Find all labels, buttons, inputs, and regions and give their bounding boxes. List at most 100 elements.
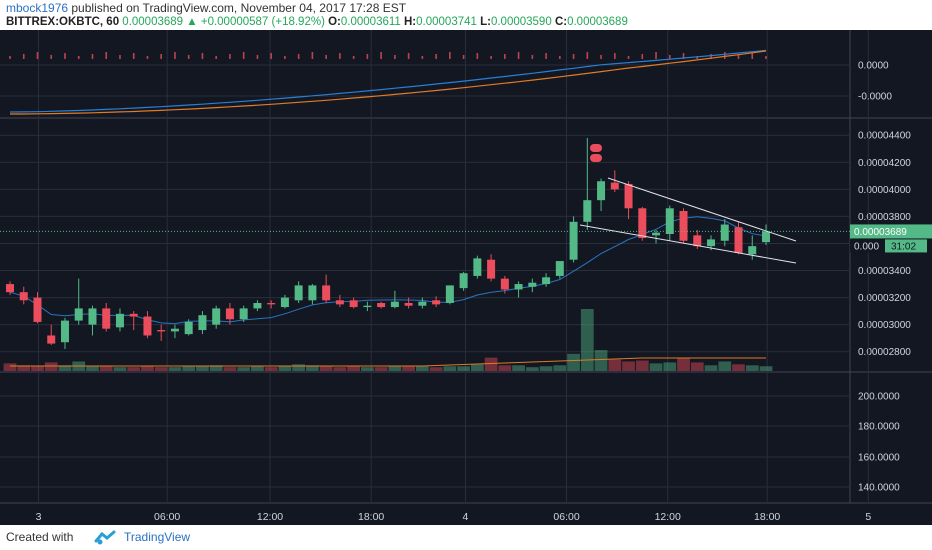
oscillator-bar: [160, 54, 162, 59]
candle-body: [748, 246, 757, 255]
tradingview-brand[interactable]: TradingView: [124, 530, 191, 544]
low-label: L:: [480, 16, 491, 28]
volume-bar: [677, 357, 690, 371]
oscillator-bar: [297, 54, 300, 59]
current-price-label: 0.00003689: [854, 227, 907, 238]
volume-bar: [209, 365, 223, 371]
candle-body: [308, 285, 317, 301]
price-tick-label: 0.00004400: [858, 131, 911, 142]
oscillator-bar: [614, 53, 616, 59]
volume-bar: [732, 364, 745, 371]
volume-bar: [539, 366, 553, 371]
tradingview-logo-icon[interactable]: [94, 529, 120, 545]
oscillator-bar: [421, 56, 424, 59]
candle-body: [294, 285, 303, 301]
volume-bar: [484, 357, 498, 371]
volume-bar: [264, 367, 278, 371]
candle-body: [514, 284, 523, 290]
candle-body: [404, 303, 413, 306]
candle-body: [610, 182, 619, 190]
oscillator-bar: [201, 53, 204, 59]
time-tick-label: 18:00: [754, 511, 780, 523]
volume-bar: [99, 366, 113, 371]
oscillator-bar: [476, 53, 479, 59]
chart-header: mbock1976 published on TradingView.com, …: [0, 0, 932, 30]
publisher-link[interactable]: mbock1976: [6, 1, 69, 15]
open-label: O:: [328, 16, 341, 28]
oscillator-bar: [366, 54, 369, 59]
signal-marker-icon: [590, 154, 602, 162]
oscillator-bar: [380, 52, 382, 59]
time-tick-label: 5: [865, 511, 871, 523]
candle-body: [102, 308, 111, 329]
candle-body: [418, 301, 427, 306]
oscillator-bar: [77, 56, 80, 59]
countdown-tag: [885, 239, 927, 253]
price-tick-label: 0.00003200: [858, 293, 911, 304]
oscillator-bar: [723, 52, 726, 59]
candle-body: [157, 330, 166, 332]
volume-bar: [154, 367, 168, 371]
volume-bar: [292, 364, 306, 371]
candle-body: [459, 273, 468, 289]
candle-body: [6, 284, 14, 293]
oscillator-bar: [504, 54, 506, 59]
oscillator-bar: [187, 55, 190, 59]
change-value: +0.00000587 (+18.92%): [200, 16, 325, 28]
oscillator-bar: [682, 53, 685, 59]
oscillator-bar: [696, 56, 699, 59]
candle-body: [322, 285, 331, 301]
price-tick-label: 0.00004200: [858, 158, 911, 169]
oscillator-bar: [36, 52, 39, 59]
candle-body: [198, 315, 207, 331]
oscillator-bar: [339, 53, 341, 59]
volume-bar: [663, 362, 677, 371]
signal-marker-icon: [590, 144, 602, 152]
volume-bar: [127, 367, 141, 371]
candle-body: [363, 305, 372, 308]
volume-bar: [113, 367, 127, 371]
oscillator-bar: [91, 54, 94, 59]
oscillator-bar: [545, 53, 547, 59]
oscillator-bar: [462, 55, 465, 59]
indicator-tick-label: -0.0000: [858, 92, 892, 103]
candle-body: [335, 300, 344, 305]
symbol-label: BITTREX:OKBTC, 60: [6, 16, 120, 28]
oscillator-bar: [710, 54, 712, 59]
candle-body: [638, 208, 647, 239]
volume-bar: [141, 366, 154, 371]
time-tick-label: 18:00: [358, 511, 384, 523]
price-tick-label: 0.00003400: [858, 266, 911, 277]
volume-bar: [704, 365, 718, 371]
oscillator-bar: [64, 53, 66, 59]
indicator-tick-label: 200.0000: [858, 392, 900, 403]
candle-body: [170, 328, 179, 332]
volume-ma-line: [10, 357, 766, 367]
price-tick-label: 0.00003000: [858, 320, 911, 331]
high-value: 0.00003741: [416, 16, 477, 28]
candle-body: [720, 224, 729, 241]
volume-bar: [594, 350, 608, 371]
candle-body: [115, 313, 124, 328]
candle-body: [212, 308, 221, 325]
time-tick-label: 4: [463, 511, 469, 523]
candle-body: [19, 292, 28, 301]
oscillator-bar: [242, 52, 245, 59]
oscillator-slow-line: [10, 50, 767, 115]
candle-body: [225, 308, 234, 320]
oscillator-bar: [407, 53, 410, 59]
created-with-text: Created with: [6, 530, 74, 544]
chart-area[interactable]: 0.00004400 0.00004200 0.00004000 0.00003800…: [0, 30, 932, 525]
oscillator-bar: [394, 55, 396, 59]
oscillator-bar: [600, 55, 602, 59]
volume-bar: [512, 365, 525, 371]
candle-body: [253, 303, 262, 309]
volume-bar: [44, 362, 58, 371]
volume-bar: [361, 367, 374, 371]
chart-canvas[interactable]: 0.00004400 0.00004200 0.00004000 0.00003800…: [0, 30, 932, 525]
candle-body: [693, 235, 702, 247]
indicator-tick-label: 180.0000: [858, 422, 900, 433]
indicator-tick-label: 140.0000: [858, 483, 900, 494]
time-tick-label: 06:00: [154, 511, 180, 523]
oscillator-bar: [22, 54, 25, 59]
